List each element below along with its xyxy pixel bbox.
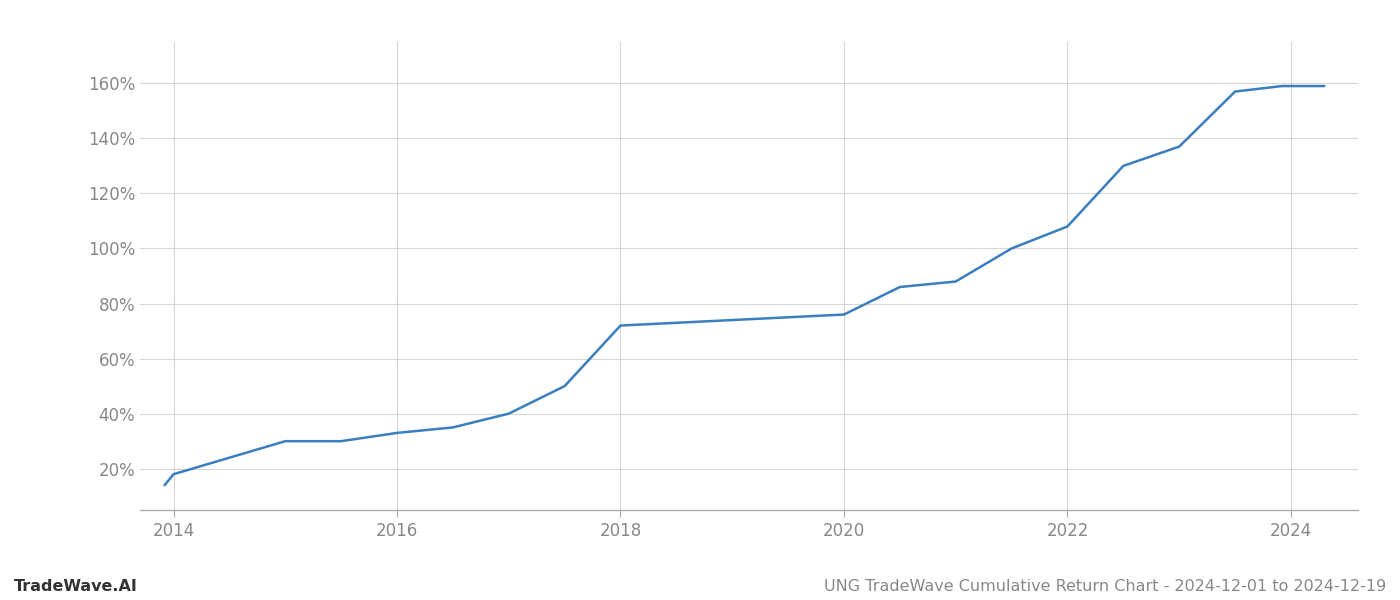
Text: TradeWave.AI: TradeWave.AI xyxy=(14,579,137,594)
Text: UNG TradeWave Cumulative Return Chart - 2024-12-01 to 2024-12-19: UNG TradeWave Cumulative Return Chart - … xyxy=(823,579,1386,594)
